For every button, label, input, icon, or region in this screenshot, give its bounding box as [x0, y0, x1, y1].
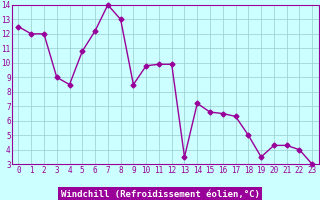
Text: Windchill (Refroidissement éolien,°C): Windchill (Refroidissement éolien,°C) — [60, 190, 260, 198]
